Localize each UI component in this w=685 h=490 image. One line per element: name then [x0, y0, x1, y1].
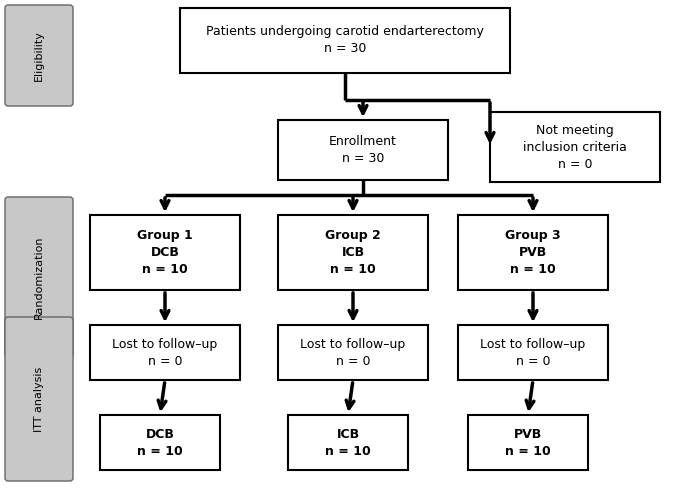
Text: Eligibility: Eligibility	[34, 30, 44, 81]
Text: Patients undergoing carotid endarterectomy
n = 30: Patients undergoing carotid endarterecto…	[206, 25, 484, 55]
FancyBboxPatch shape	[458, 325, 608, 380]
FancyBboxPatch shape	[458, 215, 608, 290]
Text: DCB
n = 10: DCB n = 10	[137, 427, 183, 458]
FancyBboxPatch shape	[278, 120, 448, 180]
FancyBboxPatch shape	[278, 325, 428, 380]
Text: Randomization: Randomization	[34, 236, 44, 319]
Text: Lost to follow–up
n = 0: Lost to follow–up n = 0	[301, 338, 406, 368]
FancyBboxPatch shape	[5, 5, 73, 106]
Text: Group 2
ICB
n = 10: Group 2 ICB n = 10	[325, 229, 381, 276]
FancyBboxPatch shape	[180, 8, 510, 73]
FancyBboxPatch shape	[90, 215, 240, 290]
FancyBboxPatch shape	[5, 317, 73, 481]
Text: Enrollment
n = 30: Enrollment n = 30	[329, 135, 397, 165]
FancyBboxPatch shape	[5, 197, 73, 358]
Text: Lost to follow–up
n = 0: Lost to follow–up n = 0	[480, 338, 586, 368]
Text: ITT analysis: ITT analysis	[34, 367, 44, 432]
Text: Lost to follow–up
n = 0: Lost to follow–up n = 0	[112, 338, 218, 368]
Text: ICB
n = 10: ICB n = 10	[325, 427, 371, 458]
FancyBboxPatch shape	[490, 112, 660, 182]
Text: PVB
n = 10: PVB n = 10	[505, 427, 551, 458]
Text: Group 1
DCB
n = 10: Group 1 DCB n = 10	[137, 229, 193, 276]
FancyBboxPatch shape	[468, 415, 588, 470]
Text: Not meeting
inclusion criteria
n = 0: Not meeting inclusion criteria n = 0	[523, 123, 627, 171]
FancyBboxPatch shape	[90, 325, 240, 380]
FancyBboxPatch shape	[288, 415, 408, 470]
FancyBboxPatch shape	[278, 215, 428, 290]
FancyBboxPatch shape	[100, 415, 220, 470]
Text: Group 3
PVB
n = 10: Group 3 PVB n = 10	[505, 229, 561, 276]
